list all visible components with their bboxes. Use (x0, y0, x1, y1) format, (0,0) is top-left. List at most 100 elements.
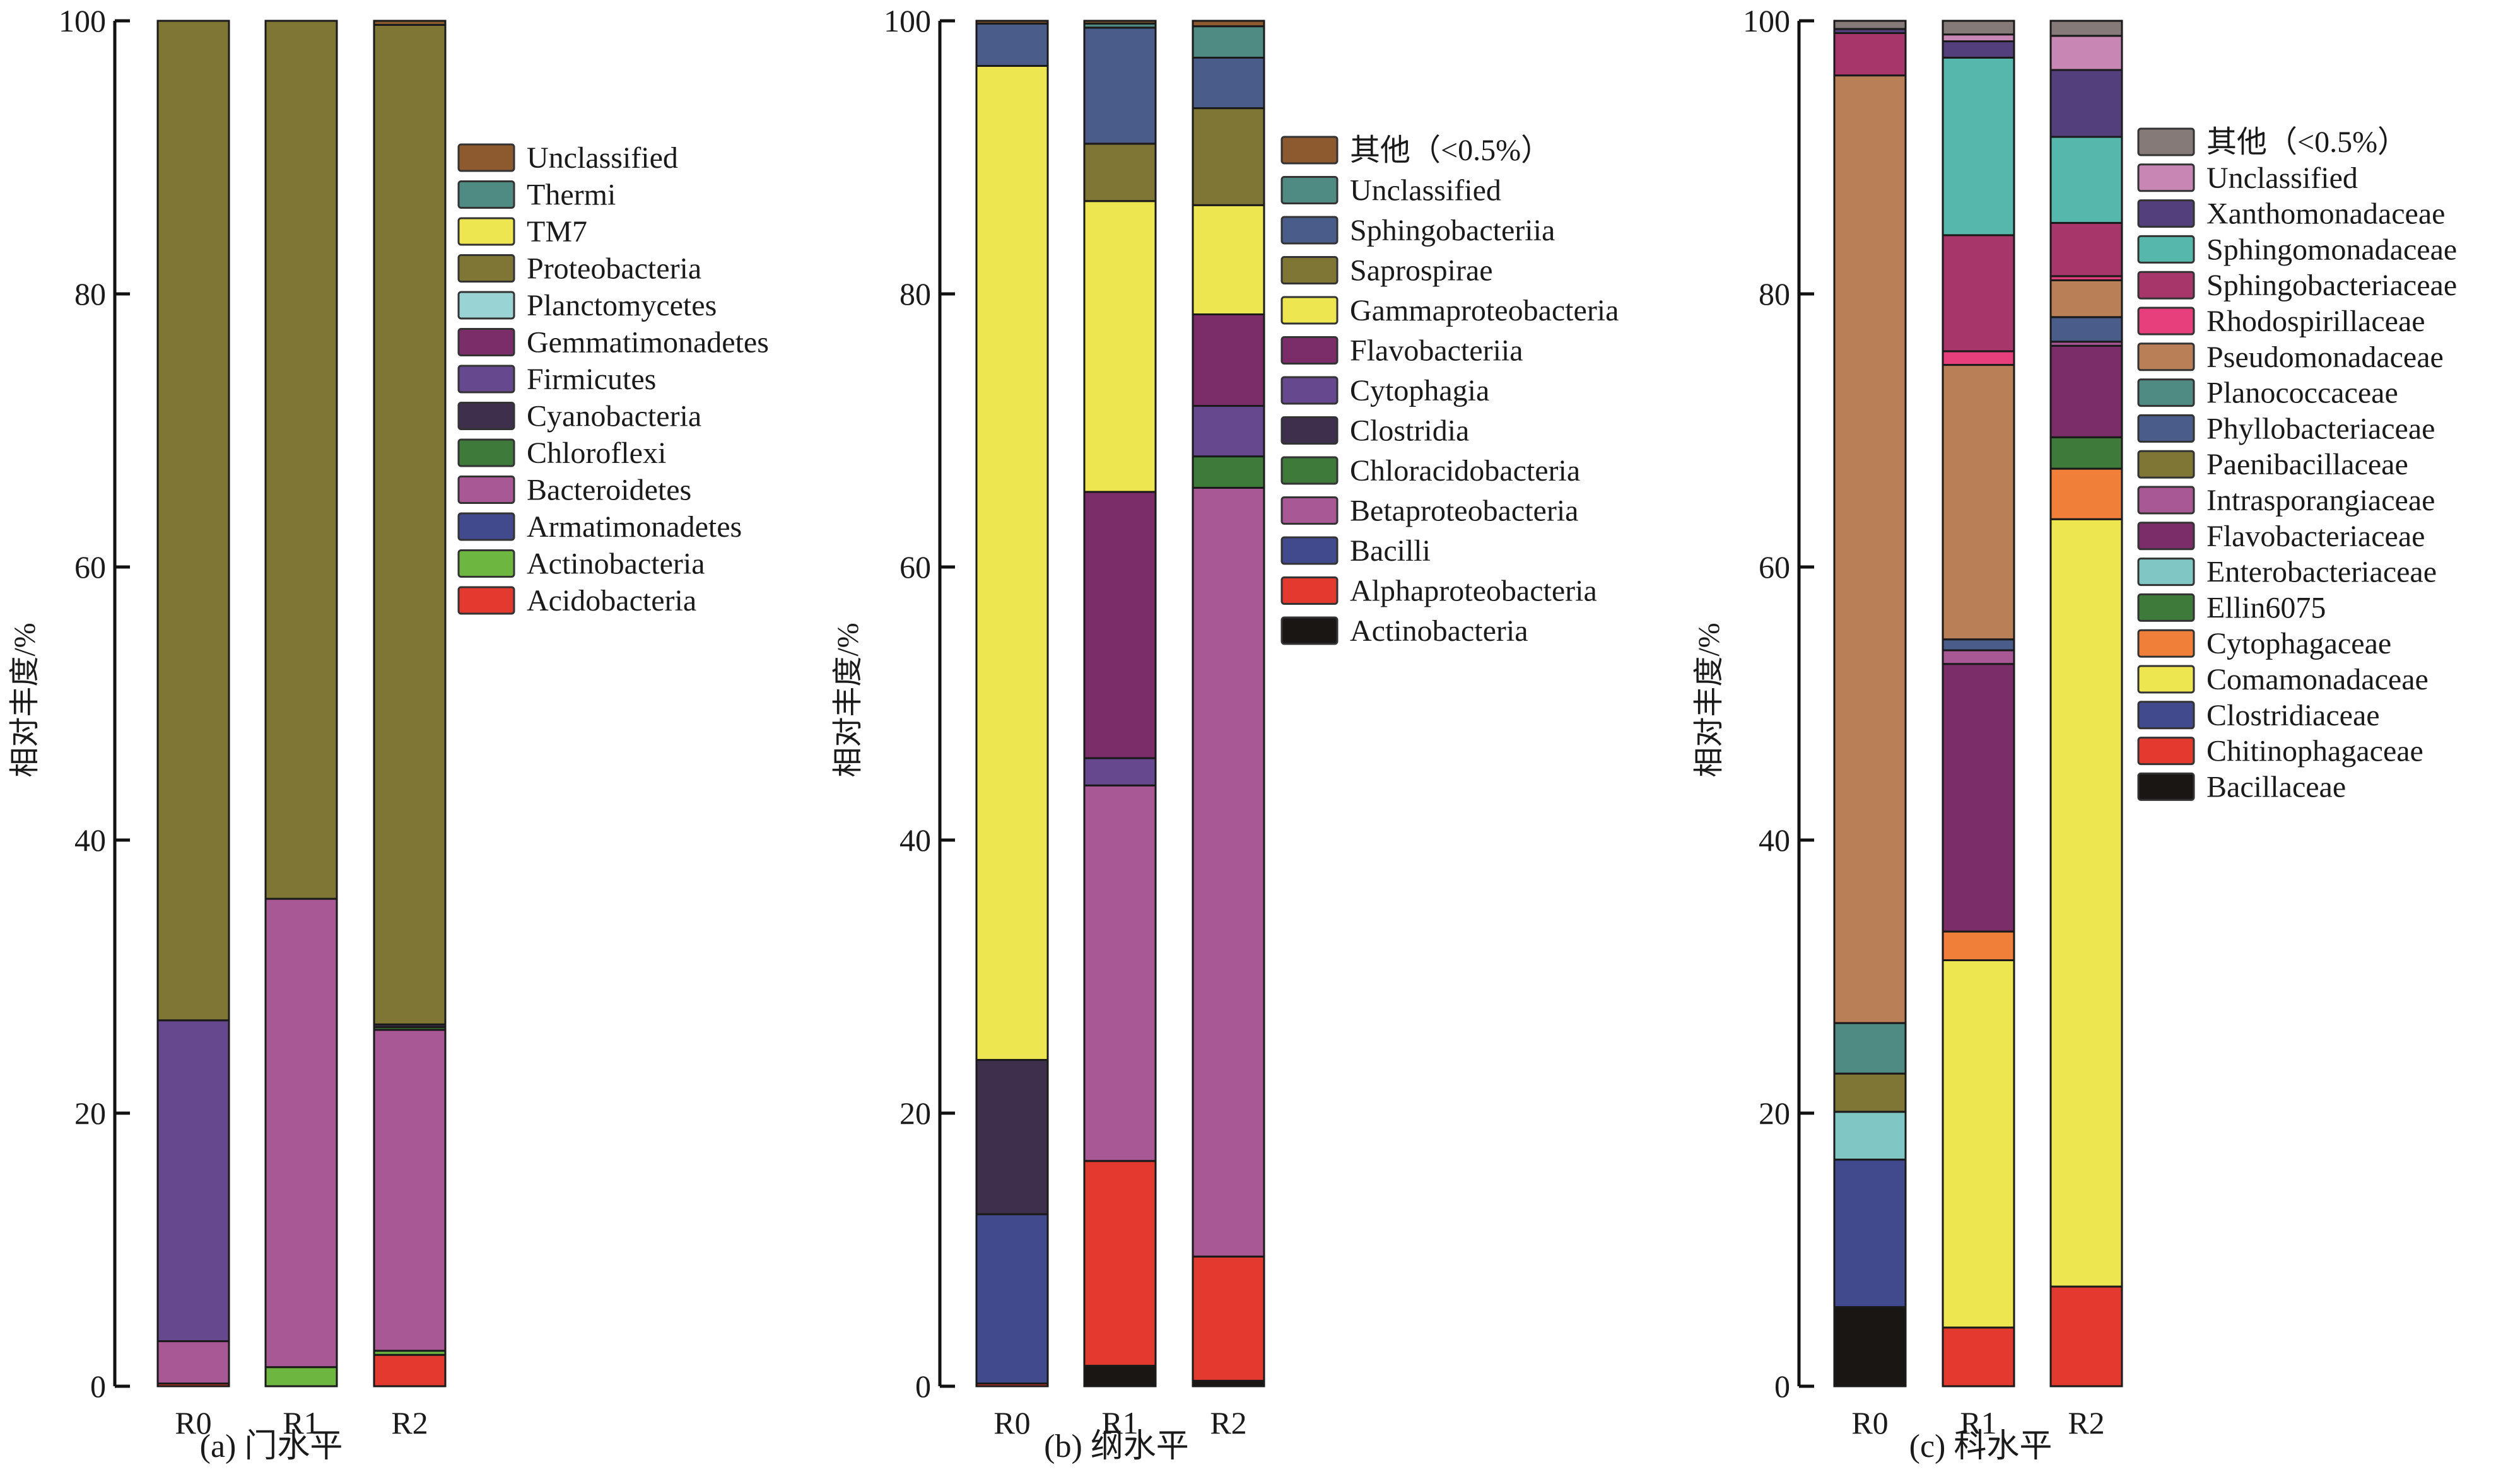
legend-label: Cyanobacteria (527, 400, 701, 433)
bar-segment--0-5- (1192, 20, 1265, 28)
x-tick-label: R0 (993, 1405, 1030, 1440)
legend-swatch (457, 476, 515, 504)
bar-segment-proteobacteria (373, 23, 447, 1025)
legend-swatch (457, 217, 515, 246)
y-tick-label: 60 (1759, 549, 1790, 585)
legend-swatch (457, 143, 515, 172)
legend-swatch (2137, 271, 2195, 300)
bar-segment-unclassified (1942, 33, 2015, 42)
panel-class: (b) 纲水平 相对丰度/% 0 20 40 60 80 100 R0 R1 R2 其他（<0.5… (831, 3, 1619, 1464)
bar-segment-bacilli (975, 1213, 1049, 1385)
legend-label: Planococcaceae (2206, 377, 2398, 410)
legend-swatch (2137, 199, 2195, 228)
legend-label: Bacteroidetes (527, 474, 691, 507)
legend-label: Betaproteobacteria (1350, 494, 1578, 528)
legend-label: Enterobacteriaceae (2206, 556, 2437, 589)
y-tick-label: 60 (74, 549, 106, 585)
bar-segment-cytophagia (1192, 405, 1265, 458)
y-tick-label: 80 (899, 276, 931, 312)
legend-swatch (2137, 701, 2195, 730)
y-tick-label: 80 (74, 276, 106, 312)
legend-label: Rhodospirillaceae (2206, 305, 2425, 338)
x-tick-label: R0 (175, 1405, 211, 1440)
legend-label: Unclassified (2206, 161, 2358, 195)
bar-segment-firmicutes (156, 1019, 230, 1343)
bar-segment-sphingomonadaceae (2049, 136, 2123, 224)
panel-phylum: (a) 门水平 相对丰度/% 0 20 40 60 80 100 R0 R1 R2 Unclass… (8, 3, 769, 1464)
bar-segment-comamonadaceae (2049, 518, 2123, 1288)
bar-segment-flavobacteriaceae (2049, 344, 2123, 438)
bar-segment-sphingobacteriaceae (1942, 234, 2015, 353)
legend-label: Firmicutes (527, 363, 656, 396)
y-tick-label: 100 (59, 3, 106, 38)
legend-label: Clostridiaceae (2206, 699, 2380, 732)
bar-segment-proteobacteria (264, 20, 338, 900)
legend-label: Intrasporangiaceae (2206, 484, 2435, 517)
legend-label: Sphingobacteriia (1350, 214, 1555, 247)
y-axis-label: 相对丰度/% (1692, 622, 1726, 777)
legend-swatch (457, 586, 515, 615)
bar-segment-enterobacteriaceae (1833, 1111, 1907, 1161)
legend-label: Flavobacteriaceae (2206, 520, 2425, 553)
bar-segment-chitinophagaceae (1942, 1326, 2015, 1388)
bar-segment-comamonadaceae (1942, 959, 2015, 1329)
legend-label: Chloroflexi (527, 436, 666, 470)
legend-swatch (1280, 376, 1339, 405)
legend-label: Cytophagaceae (2206, 627, 2391, 660)
legend-swatch (457, 402, 515, 430)
bar-segment-flavobacteriia (1083, 491, 1157, 759)
bar-segment-pseudomonadaceae (2049, 279, 2123, 318)
legend-label: Comamonadaceae (2206, 663, 2429, 696)
legend-label: Proteobacteria (527, 252, 701, 286)
bar-segment-sphingobacteriaceae (2049, 221, 2123, 278)
legend-swatch (1280, 176, 1339, 204)
bar-segment-betaproteobacteria (1083, 784, 1157, 1162)
bar-segment--0-5- (975, 20, 1049, 25)
legend-swatch (2137, 629, 2195, 658)
legend-label: Bacilli (1350, 534, 1431, 568)
bar-segment-bacteroidetes (264, 897, 338, 1369)
y-tick-label: 20 (74, 1095, 106, 1131)
legend-label: Bacillaceae (2206, 770, 2346, 803)
legend-label: Cytophagia (1350, 374, 1489, 407)
y-tick-label: 20 (1759, 1095, 1790, 1131)
x-tick-label: R2 (391, 1405, 428, 1440)
y-tick-label: 0 (915, 1369, 931, 1404)
legend-swatch (1280, 496, 1339, 525)
bar-segment-phyllobacteriaceae (1942, 638, 2015, 651)
y-axis-label: 相对丰度/% (831, 622, 865, 777)
bar-segment-sphingobacteriia (1083, 26, 1157, 145)
y-tick-label: 0 (90, 1369, 106, 1404)
y-tick-label: 100 (884, 3, 931, 38)
legend-label: Alphaproteobacteria (1350, 575, 1597, 608)
legend-label: Saprospirae (1350, 254, 1493, 288)
x-tick-label: R1 (1101, 1405, 1138, 1440)
bar-segment-chitinophagaceae (2049, 1285, 2123, 1388)
legend-label: Chitinophagaceae (2206, 735, 2423, 768)
x-tick-label: R2 (1210, 1405, 1246, 1440)
x-tick-label: R2 (2068, 1405, 2104, 1440)
bar-segment-planococcaceae (1833, 1022, 1907, 1075)
bar-segment-saprospirae (1083, 143, 1157, 202)
y-tick-label: 0 (1774, 1369, 1790, 1404)
legend-swatch (2137, 163, 2195, 192)
bar-segment-sphingobacteriia (975, 22, 1049, 67)
bar-segment--0-5- (2049, 20, 2123, 37)
legend-swatch (2137, 307, 2195, 336)
legend-swatch (2137, 737, 2195, 766)
bar-segment-sphingobacteriaceae (1833, 32, 1907, 77)
bar-segment-flavobacteriia (1192, 313, 1265, 407)
bar-segment-cytophagia (1083, 757, 1157, 786)
bar-segment--0-5- (1083, 20, 1157, 25)
legend-swatch (1280, 296, 1339, 325)
legend-swatch (457, 291, 515, 320)
legend-label: Unclassified (527, 141, 678, 175)
x-tick-label: R0 (1851, 1405, 1888, 1440)
legend-label: Planctomycetes (527, 289, 717, 322)
bar-segment-xanthomonadaceae (1942, 40, 2015, 59)
bar-segment-alphaproteobacteria (1083, 1160, 1157, 1367)
bar-segment-rhodospirillaceae (1942, 350, 2015, 366)
legend-swatch (2137, 414, 2195, 443)
legend-swatch (457, 180, 515, 209)
